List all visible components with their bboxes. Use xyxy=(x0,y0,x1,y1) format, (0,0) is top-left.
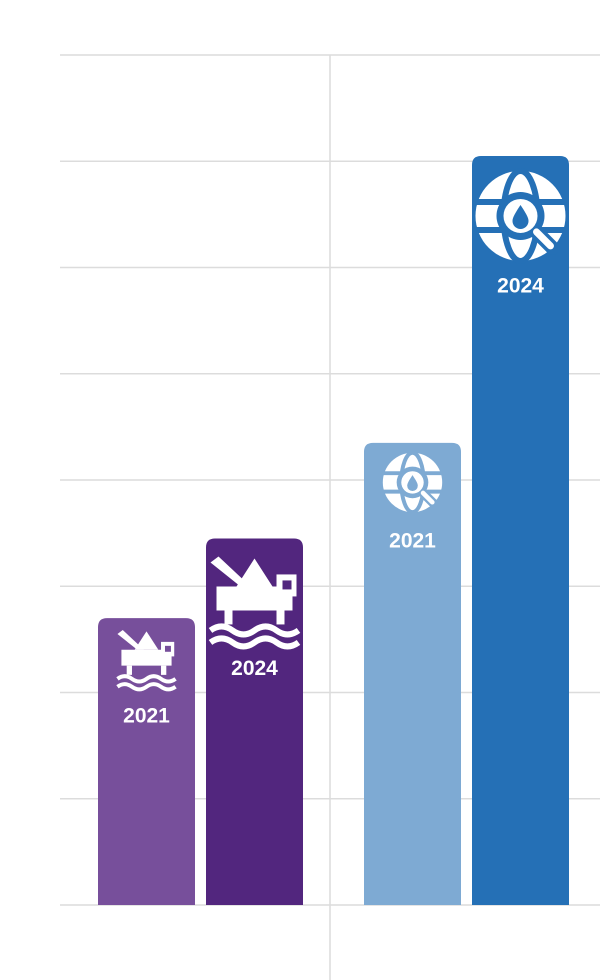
icon-part xyxy=(117,630,144,650)
icon-part xyxy=(420,490,435,505)
icon-part xyxy=(116,682,177,692)
icon-part xyxy=(121,649,172,666)
icon-part xyxy=(407,475,418,491)
icon-part xyxy=(216,586,293,611)
icon-part xyxy=(236,558,273,587)
icon-part xyxy=(126,665,132,675)
bar-icon xyxy=(475,167,566,264)
bar-icon xyxy=(116,630,177,692)
icon-part xyxy=(224,610,233,625)
icon-part xyxy=(282,580,292,590)
icon-part xyxy=(161,665,167,675)
bar xyxy=(472,155,569,905)
icon-part xyxy=(164,645,171,652)
icon-part xyxy=(116,674,177,684)
bar-label: 2021 xyxy=(389,529,436,552)
bar-icon xyxy=(382,450,443,515)
icon-part xyxy=(208,635,301,650)
bar-label: 2024 xyxy=(231,657,278,680)
bar-label: 2021 xyxy=(123,705,170,728)
icon-part xyxy=(208,623,301,638)
icon-part xyxy=(210,556,251,587)
bar-label: 2024 xyxy=(497,274,544,297)
bar-icon xyxy=(208,556,301,650)
icon-part xyxy=(276,610,285,625)
bar xyxy=(364,442,461,905)
icon-part xyxy=(533,228,554,250)
icon-part xyxy=(512,204,529,229)
icon-part xyxy=(134,631,159,650)
